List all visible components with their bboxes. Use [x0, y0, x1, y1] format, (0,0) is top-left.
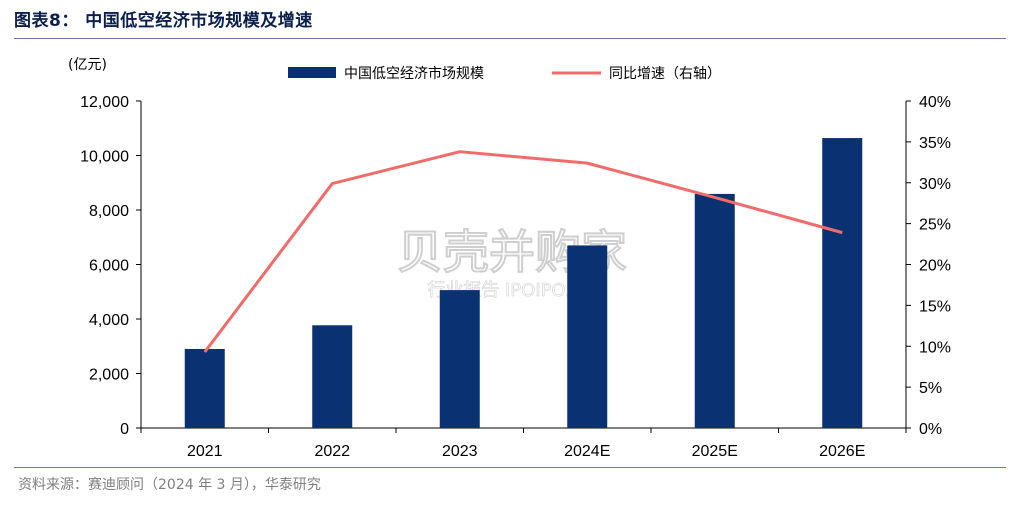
y-axis-unit: (亿元)	[68, 57, 107, 73]
x-tick-label: 2025E	[692, 443, 738, 460]
left-tick-label: 8,000	[89, 203, 129, 220]
right-tick-label: 40%	[919, 94, 951, 111]
bar	[567, 245, 608, 428]
right-tick-label: 10%	[919, 339, 951, 356]
right-tick-label: 20%	[919, 258, 951, 275]
left-tick-label: 0	[120, 421, 129, 438]
left-tick-label: 12,000	[80, 94, 129, 111]
figure-title: 图表8： 中国低空经济市场规模及增速	[14, 11, 313, 31]
right-tick-label: 25%	[919, 217, 951, 234]
source-note: 资料来源：赛迪顾问（2024 年 3 月），华泰研究	[18, 477, 321, 493]
bar	[439, 290, 480, 428]
x-tick-label: 2023	[442, 443, 478, 460]
bottom-divider	[14, 467, 1006, 468]
x-tick-label: 2021	[187, 443, 223, 460]
legend-label-line: 同比增速（右轴）	[609, 66, 721, 82]
right-tick-label: 0%	[919, 421, 942, 438]
right-tick-label: 5%	[919, 380, 942, 397]
right-tick-label: 15%	[919, 298, 951, 315]
left-tick-label: 10,000	[80, 149, 129, 166]
x-tick-label: 2024E	[564, 443, 610, 460]
right-tick-label: 30%	[919, 176, 951, 193]
left-tick-label: 2,000	[89, 367, 129, 384]
growth-line	[203, 150, 843, 353]
legend-swatch-bar	[288, 67, 336, 78]
bar	[694, 193, 735, 428]
x-tick-label: 2022	[314, 443, 350, 460]
left-tick-label: 4,000	[89, 312, 129, 329]
left-tick-label: 6,000	[89, 258, 129, 275]
legend-label-bar: 中国低空经济市场规模	[344, 65, 484, 82]
top-divider	[14, 38, 1006, 39]
bar	[184, 348, 225, 428]
bar	[822, 138, 863, 428]
bar	[312, 325, 353, 428]
x-tick-label: 2026E	[819, 443, 865, 460]
right-tick-label: 35%	[919, 135, 951, 152]
